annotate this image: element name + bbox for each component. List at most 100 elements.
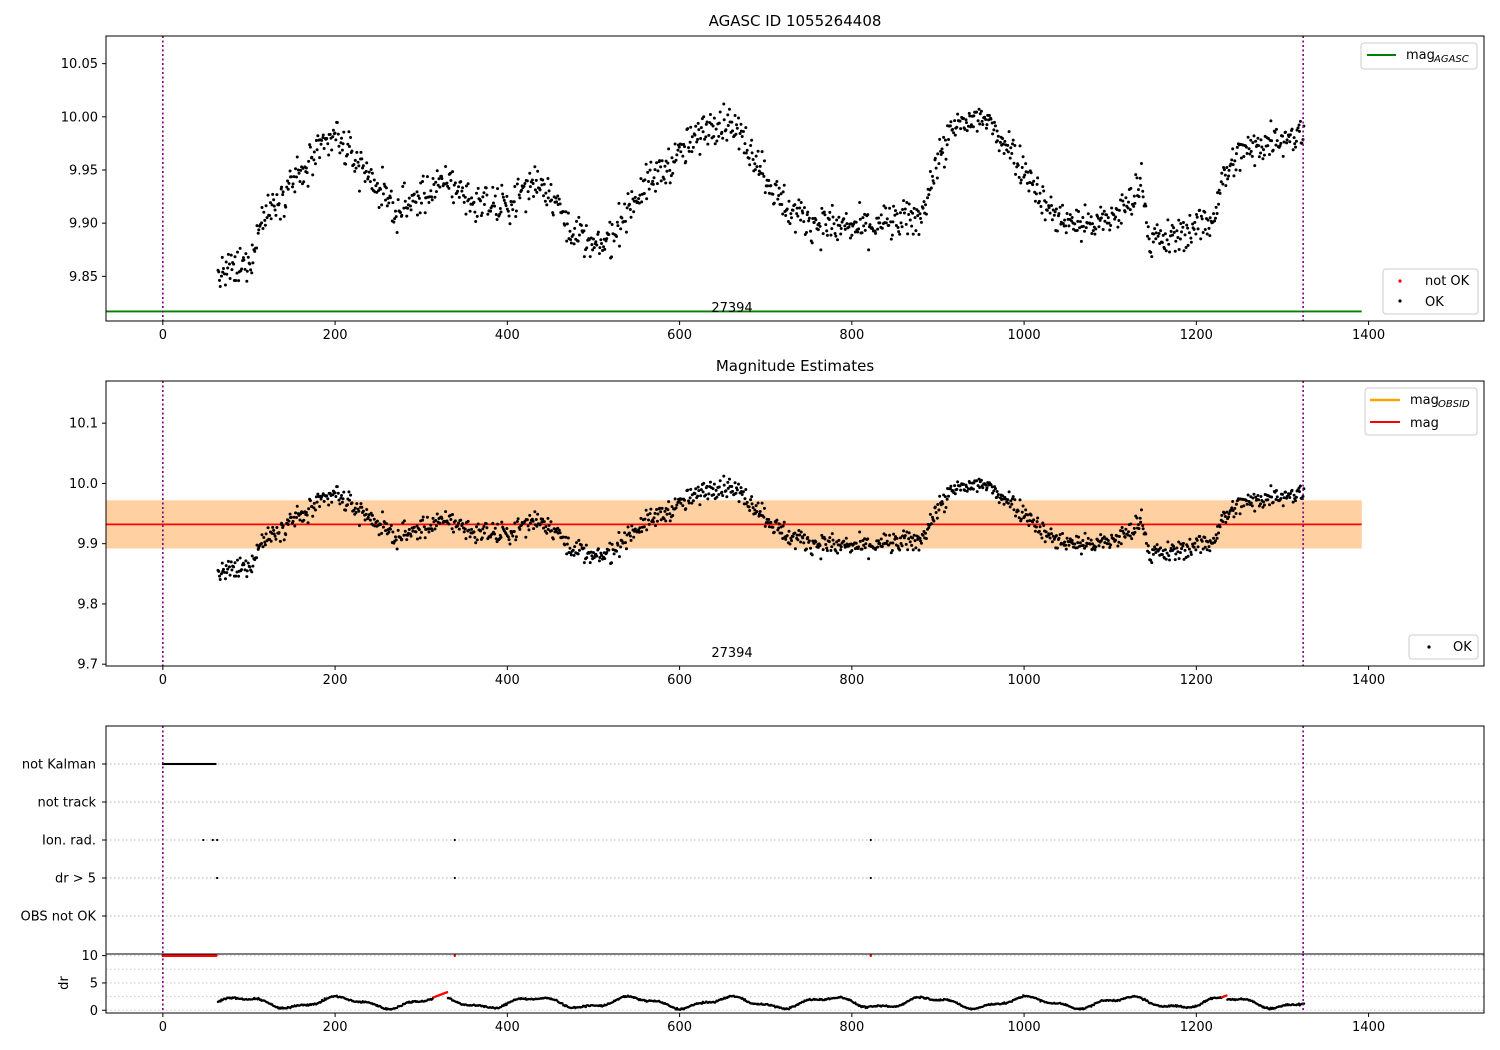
- ok-point: [377, 533, 381, 537]
- ok-point: [414, 200, 418, 204]
- ok-point: [260, 542, 264, 546]
- ok-point: [1017, 175, 1021, 179]
- ok-point: [1150, 561, 1154, 565]
- ok-point: [349, 493, 353, 497]
- ok-point: [793, 547, 797, 551]
- ok-point: [528, 171, 532, 175]
- ok-point: [368, 518, 372, 522]
- ok-point: [411, 199, 415, 203]
- ok-point: [895, 212, 899, 216]
- ok-point: [1262, 500, 1266, 504]
- ok-point: [968, 114, 972, 118]
- x-tick-label: 0: [159, 328, 167, 343]
- ok-point: [440, 177, 444, 181]
- ok-point: [474, 525, 478, 529]
- ok-point: [218, 574, 222, 578]
- ok-point: [670, 505, 674, 509]
- ok-point: [1034, 525, 1038, 529]
- ok-point: [330, 148, 334, 152]
- ok-point: [720, 130, 724, 134]
- ok-point: [1006, 498, 1010, 502]
- ok-point: [1077, 210, 1081, 214]
- ok-point: [295, 504, 299, 508]
- ok-point: [573, 545, 577, 549]
- ok-point: [591, 551, 595, 555]
- ok-point: [632, 535, 636, 539]
- ok-point: [1254, 495, 1258, 499]
- ok-point: [987, 118, 991, 122]
- ok-point: [1119, 542, 1123, 546]
- ok-point: [1016, 509, 1020, 513]
- ok-point: [1050, 532, 1054, 536]
- ok-point: [787, 529, 791, 533]
- ok-point: [1291, 500, 1295, 504]
- ok-point: [340, 500, 344, 504]
- ok-point: [730, 120, 734, 124]
- ok-point: [513, 521, 517, 525]
- ok-point: [430, 195, 434, 199]
- ok-point: [749, 498, 753, 502]
- ok-point: [1106, 539, 1110, 543]
- ok-point: [924, 531, 928, 535]
- ok-point: [890, 548, 894, 552]
- ok-point: [294, 167, 298, 171]
- ok-point: [893, 213, 897, 217]
- ok-point: [921, 533, 925, 537]
- ok-point: [272, 528, 276, 532]
- dr-flagged-point: [453, 954, 457, 957]
- ok-point: [1154, 547, 1158, 551]
- ok-point: [1208, 234, 1212, 238]
- ok-point: [1189, 552, 1193, 556]
- ok-point: [245, 575, 249, 579]
- ok-point: [1271, 500, 1275, 504]
- ok-point: [805, 213, 809, 217]
- ok-point: [1117, 219, 1121, 223]
- ok-point: [864, 542, 868, 546]
- ok-point: [282, 538, 286, 542]
- ok-point: [330, 500, 334, 504]
- ok-point: [1083, 531, 1087, 535]
- ok-point: [286, 187, 290, 191]
- ok-point: [226, 559, 230, 563]
- ok-point: [381, 192, 385, 196]
- ok-point: [561, 535, 565, 539]
- ok-point: [686, 488, 690, 492]
- dr-point: [561, 1002, 564, 1005]
- ok-point: [451, 170, 455, 174]
- ok-point: [588, 255, 592, 259]
- ok-point: [325, 137, 329, 141]
- ok-point: [225, 272, 229, 276]
- ok-point: [757, 169, 761, 173]
- ok-point: [528, 521, 532, 525]
- ok-point: [449, 517, 453, 521]
- ok-point: [325, 494, 329, 498]
- ok-point: [887, 223, 891, 227]
- ok-point: [1013, 143, 1017, 147]
- ok-point: [916, 537, 920, 541]
- ok-point: [953, 133, 957, 137]
- ok-point: [1109, 543, 1113, 547]
- ok-point: [464, 184, 468, 188]
- ok-point: [532, 195, 536, 199]
- ok-point: [229, 253, 233, 257]
- ok-point: [758, 164, 762, 168]
- ok-point: [653, 189, 657, 193]
- ok-point: [686, 127, 690, 131]
- ok-point: [1249, 149, 1253, 153]
- ok-point: [1227, 515, 1231, 519]
- ok-point: [1203, 210, 1207, 214]
- ok-point: [786, 219, 790, 223]
- ok-point: [924, 203, 928, 207]
- ok-point: [964, 485, 968, 489]
- ok-point: [1091, 229, 1095, 233]
- ok-point: [577, 538, 581, 542]
- ok-point: [384, 198, 388, 202]
- ok-point: [1256, 494, 1260, 498]
- ok-point: [767, 191, 771, 195]
- ok-point: [929, 186, 933, 190]
- ok-point: [381, 525, 385, 529]
- ok-point: [269, 217, 273, 221]
- ok-point: [1010, 502, 1014, 506]
- ok-point: [739, 122, 743, 126]
- ok-point: [494, 537, 498, 541]
